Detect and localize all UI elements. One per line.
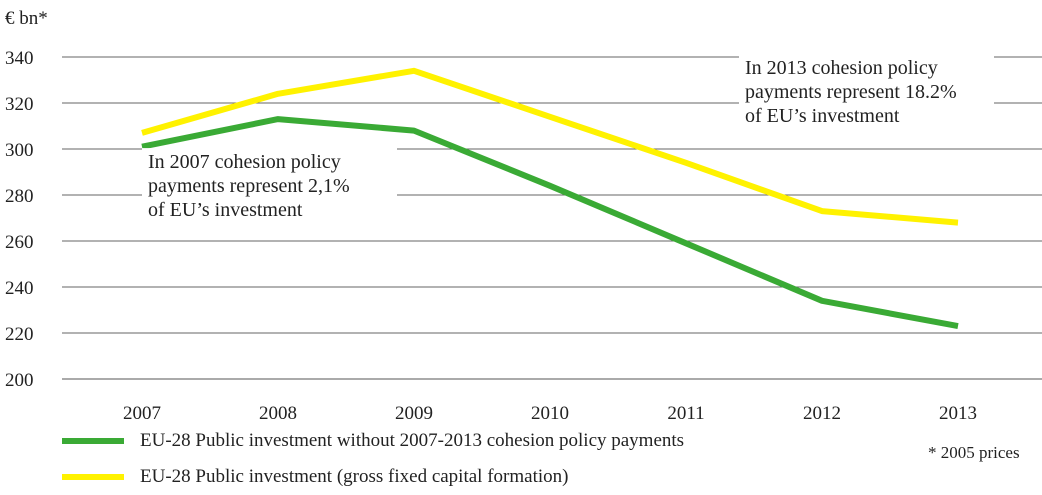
annotation-text-line: In 2013 cohesion policy [745,57,938,79]
y-tick-label: 220 [5,324,34,345]
y-tick-label: 200 [5,370,34,391]
annotation-text-line: of EU’s investment [745,105,900,127]
annotation-text-line: of EU’s investment [148,199,303,221]
y-axis-unit-label: € bn* [5,8,48,29]
legend-label: EU-28 Public investment (gross fixed cap… [140,466,568,487]
series-line-1 [141,116,959,330]
legend-label: EU-28 Public investment without 2007-201… [140,430,684,451]
y-tick-label: 300 [5,140,34,161]
y-tick-label: 340 [5,48,34,69]
legend: EU-28 Public investment without 2007-201… [62,430,684,487]
y-tick-labels: 200 220 240 260 280 300 320 340 [5,48,34,391]
y-tick-label: 320 [5,94,34,115]
x-tick-label: 2011 [667,403,704,424]
annotation-backdrop [142,148,397,229]
annotation-backdrop [739,53,994,134]
y-tick-label: 260 [5,232,34,253]
price-note: * 2005 prices [928,443,1020,462]
annotation-text-line: In 2007 cohesion policy [148,151,341,173]
series-lines [141,67,959,330]
y-tick-label: 240 [5,278,34,299]
x-tick-label: 2009 [395,403,433,424]
x-tick-label: 2013 [939,403,977,424]
annotation-text-line: payments represent 2,1% [148,175,350,197]
series-line-2 [141,67,959,226]
annotation-text-line: payments represent 18.2% [745,81,957,103]
x-tick-label: 2010 [531,403,569,424]
y-tick-label: 280 [5,186,34,207]
x-tick-label: 2007 [123,403,161,424]
x-tick-label: 2012 [803,403,841,424]
x-tick-label: 2008 [259,403,297,424]
x-tick-labels: 2007 2008 2009 2010 2011 2012 2013 [123,403,977,424]
